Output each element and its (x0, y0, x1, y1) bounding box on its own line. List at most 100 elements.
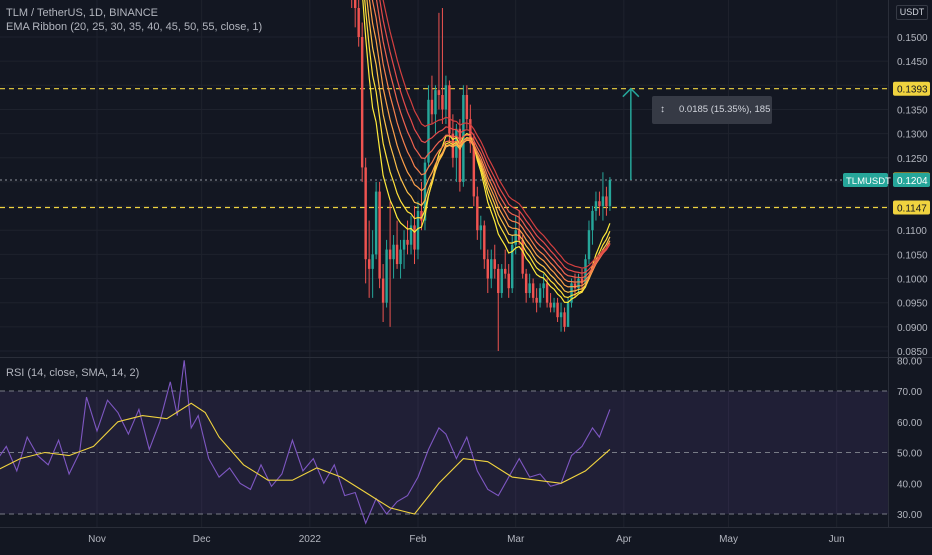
rsi-tick-label: 40.00 (897, 479, 922, 490)
candle (409, 225, 413, 245)
candle (598, 201, 601, 207)
candle (486, 259, 490, 279)
time-tick-label: Nov (88, 534, 106, 545)
candle (360, 37, 364, 168)
measure-text: 0.0185 (15.35%), 185 (679, 104, 771, 115)
price-tick-label: 0.1050 (897, 250, 928, 261)
candle (545, 283, 549, 303)
candle (458, 128, 462, 182)
candle (594, 201, 598, 211)
candle (448, 85, 451, 134)
candle (538, 288, 542, 303)
candle (465, 94, 469, 120)
time-tick-label: Apr (616, 534, 632, 545)
time-tick-label: Feb (409, 534, 427, 545)
candle (601, 196, 605, 207)
candle (402, 239, 406, 250)
candle (584, 259, 587, 284)
symbol-label-bg (843, 172, 888, 187)
candle (353, 0, 357, 9)
candle (500, 268, 503, 294)
price-label-bg (893, 200, 930, 215)
candle (374, 191, 378, 255)
price-tick-label: 0.1100 (897, 226, 927, 237)
candle (357, 8, 360, 37)
candle (388, 249, 392, 260)
candle (472, 143, 476, 197)
candle (514, 230, 517, 245)
candle (559, 312, 563, 318)
price-tick-label: 0.0950 (897, 299, 928, 310)
candle (392, 244, 395, 260)
candle (395, 244, 399, 265)
ema-ribbon-legend: EMA Ribbon (20, 25, 30, 35, 40, 45, 50, … (6, 21, 263, 33)
symbol-label: TLMUSDT (846, 176, 891, 187)
candle (423, 162, 427, 221)
candle (580, 278, 584, 284)
time-tick-label: Mar (507, 534, 525, 545)
time-tick-label: May (719, 534, 738, 545)
candle (444, 85, 448, 110)
candle (504, 268, 507, 274)
price-tick-label: 0.1000 (897, 275, 928, 286)
ema-line (364, 0, 611, 299)
candle (591, 210, 594, 231)
candle (521, 239, 524, 274)
price-tick-label: 0.1500 (897, 33, 928, 44)
measure-tooltip: ↕ 0.0185 (15.35%), 185 (652, 96, 772, 124)
candle (493, 259, 496, 269)
candle (416, 210, 420, 250)
time-tick-label: Dec (193, 534, 211, 545)
ema-line (379, 0, 611, 274)
candle (587, 230, 591, 260)
price-tick-label: 0.1300 (897, 130, 928, 141)
price-tick-label: 0.0900 (897, 323, 928, 334)
candle (399, 249, 402, 265)
candle (566, 302, 570, 327)
rsi-legend: RSI (14, close, SMA, 14, 2) (6, 367, 140, 379)
candle (528, 283, 531, 294)
candle (437, 90, 441, 95)
candle (420, 210, 423, 221)
ema-line (382, 0, 611, 269)
candle (531, 283, 535, 298)
price-tick-label: 0.0850 (897, 347, 928, 358)
measure-icon: ↕ (660, 104, 665, 115)
candle (371, 254, 374, 269)
candle (462, 94, 465, 182)
price-tick-label: 0.1250 (897, 154, 928, 165)
candle (549, 302, 552, 308)
currency-badge[interactable]: USDT (896, 5, 928, 20)
candle (490, 259, 493, 279)
candle (563, 312, 566, 327)
candle (510, 244, 514, 289)
price-tick-label: 0.1350 (897, 105, 928, 116)
candle (556, 302, 559, 318)
ema-line (375, 0, 611, 279)
price-label: 0.1204 (897, 176, 928, 187)
candle (367, 259, 371, 269)
candle (413, 225, 416, 250)
ema-line (362, 0, 611, 304)
candle (364, 167, 367, 260)
candle (441, 94, 444, 110)
candle (535, 297, 538, 303)
measure-arrowhead (622, 87, 640, 98)
candle (427, 99, 430, 163)
price-label: 0.1147 (897, 204, 927, 215)
rsi-line (0, 360, 611, 525)
candle (507, 273, 510, 289)
rsi-tick-label: 70.00 (897, 387, 922, 398)
rsi-ma-line (0, 402, 611, 515)
rsi-tick-label: 30.00 (897, 510, 922, 521)
candle (552, 302, 556, 308)
candle (476, 196, 479, 231)
price-tick-label: 0.1450 (897, 57, 928, 68)
candle (605, 196, 608, 207)
rsi-tick-label: 80.00 (897, 356, 922, 367)
candle (430, 99, 434, 115)
price-label: 0.1393 (897, 85, 928, 96)
candle (479, 225, 483, 231)
